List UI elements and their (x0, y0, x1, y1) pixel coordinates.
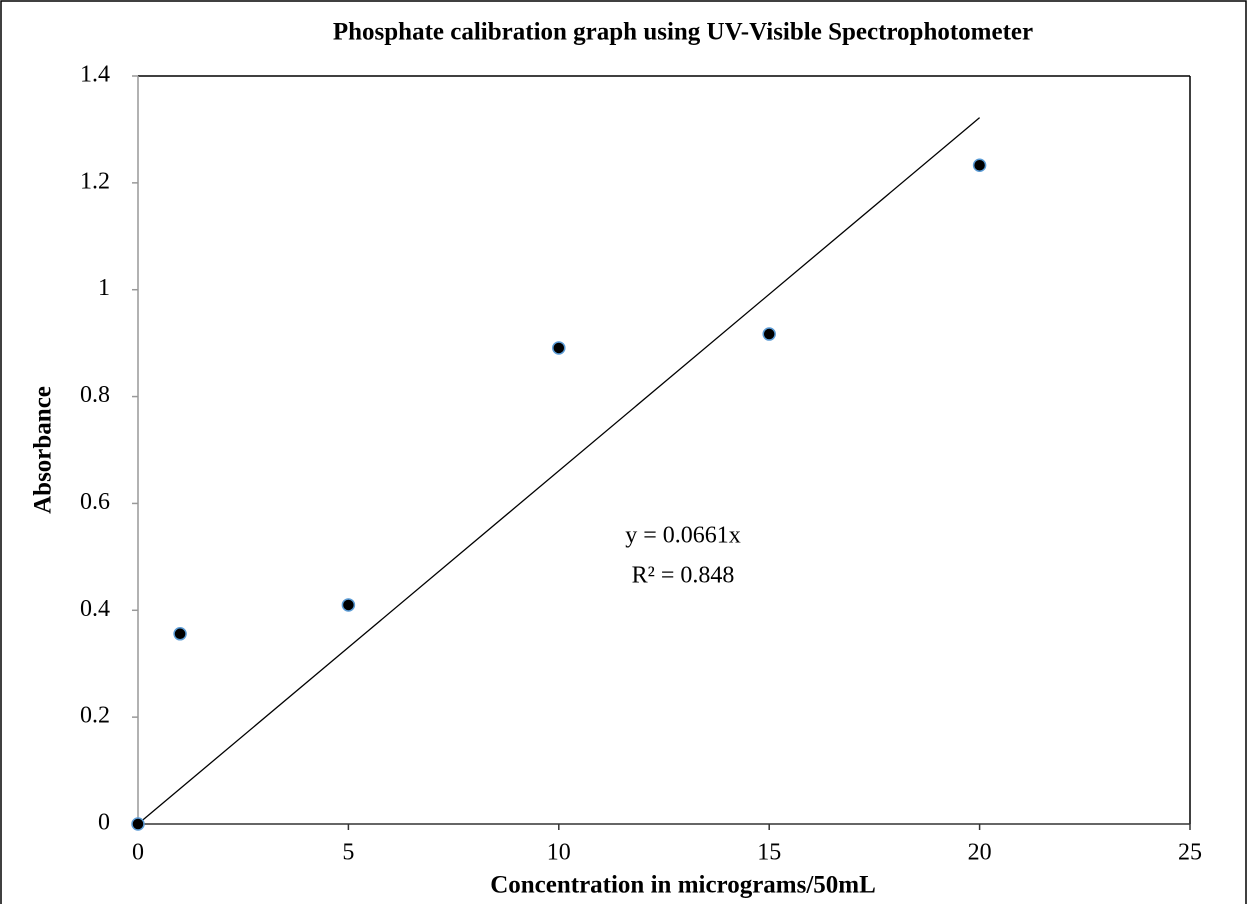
x-tick-label: 20 (968, 840, 992, 866)
x-tick-label: 0 (132, 840, 144, 866)
point (131, 817, 145, 831)
y-tick-label: 0.6 (80, 489, 110, 515)
y-axis-title: Absorbance (30, 386, 57, 514)
point (552, 341, 566, 355)
x-tick-label: 10 (547, 840, 571, 866)
trendline (137, 117, 981, 825)
equation: y = 0.0661x (625, 523, 741, 549)
y-tick-label: 1 (98, 275, 110, 301)
point (762, 327, 776, 341)
y-tick-label: 1.4 (80, 62, 110, 88)
point (972, 158, 987, 172)
y-tick-label: 1.2 (80, 168, 110, 194)
point (341, 598, 356, 612)
x-tick-label: 25 (1178, 840, 1202, 866)
r-squared: R² = 0.848 (632, 563, 735, 589)
y-tick-label: 0.4 (80, 596, 110, 622)
x-axis-title: Concentration in micrograms/50mL (490, 872, 876, 899)
x-tick-label: 15 (757, 840, 781, 866)
y-tick-label: 0 (98, 810, 110, 836)
y-tick-label: 0.2 (80, 703, 110, 729)
point (173, 627, 187, 641)
chart-title: Phosphate calibration graph using UV-Vis… (333, 19, 1033, 46)
y-tick-label: 0.8 (80, 382, 110, 408)
x-tick-label: 5 (342, 840, 354, 866)
